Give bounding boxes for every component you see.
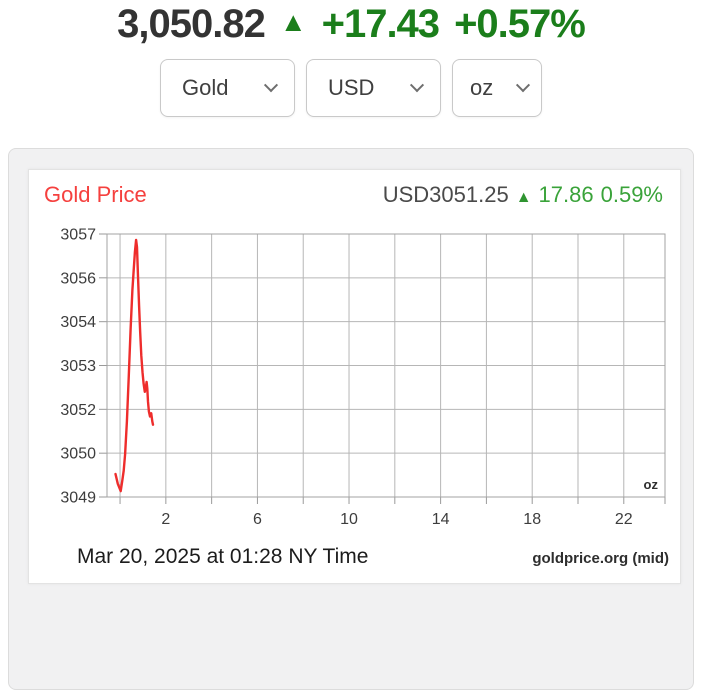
x-axis-label: 14 xyxy=(432,511,450,528)
y-axis-label: 3056 xyxy=(60,270,96,287)
chart-source: goldprice.org (mid) xyxy=(532,550,669,567)
top-controls: Gold USD oz xyxy=(160,59,542,117)
metal-select[interactable]: Gold xyxy=(160,59,295,117)
price-chart: 3049 3050 3052 3053 3054 3056 3057 2 6 10 14 18 22 oz xyxy=(60,227,666,528)
x-axis-label: 6 xyxy=(253,511,262,528)
chart-footer: Mar 20, 2025 at 01:28 NY Time goldprice.… xyxy=(29,538,680,569)
x-axis-label: 2 xyxy=(161,511,170,528)
chart-panel: Gold Price USD3051.25 ▲ 17.86 0.59% 3049… xyxy=(28,169,681,584)
unit-select[interactable]: oz xyxy=(452,59,542,117)
chevron-down-icon xyxy=(515,78,531,93)
metal-select-value: Gold xyxy=(182,75,229,100)
up-triangle-icon: ▲ xyxy=(279,7,307,37)
chart-quote: USD3051.25 ▲ 17.86 0.59% xyxy=(383,182,663,208)
plot-unit-label: oz xyxy=(644,477,659,492)
chart-quote-change: 17.86 xyxy=(538,182,594,207)
price-line xyxy=(114,238,155,493)
price-change-percent: +0.57% xyxy=(454,2,586,46)
chart-quote-change-percent: 0.59% xyxy=(600,182,663,207)
chart-header: Gold Price USD3051.25 ▲ 17.86 0.59% xyxy=(29,170,680,208)
x-axis-label: 10 xyxy=(340,511,358,528)
chevron-down-icon xyxy=(409,78,425,93)
y-axis-label: 3054 xyxy=(60,314,96,331)
y-axis-label: 3049 xyxy=(60,490,96,507)
y-axis-label: 3050 xyxy=(60,446,96,463)
price-change: +17.43 xyxy=(321,2,440,46)
currency-select[interactable]: USD xyxy=(306,59,441,117)
up-triangle-icon: ▲ xyxy=(515,189,532,206)
y-axis-label: 3052 xyxy=(60,402,96,419)
chart-card: Gold Price USD3051.25 ▲ 17.86 0.59% 3049… xyxy=(8,148,694,690)
chart-quote-price: USD3051.25 xyxy=(382,182,509,207)
spot-quote-row: 3,050.82 ▲ +17.43 +0.57% xyxy=(0,2,702,47)
x-axis-label: 22 xyxy=(615,511,633,528)
x-axis-label: 18 xyxy=(523,511,541,528)
spot-price: 3,050.82 xyxy=(117,2,266,46)
chart-title: Gold Price xyxy=(44,182,147,207)
unit-select-value: oz xyxy=(470,75,494,100)
y-axis-label: 3057 xyxy=(60,227,96,244)
chart-date: Mar 20, 2025 at 01:28 NY Time xyxy=(77,545,369,568)
chevron-down-icon xyxy=(263,78,279,93)
currency-select-value: USD xyxy=(328,75,375,100)
y-axis-label: 3053 xyxy=(60,358,96,375)
